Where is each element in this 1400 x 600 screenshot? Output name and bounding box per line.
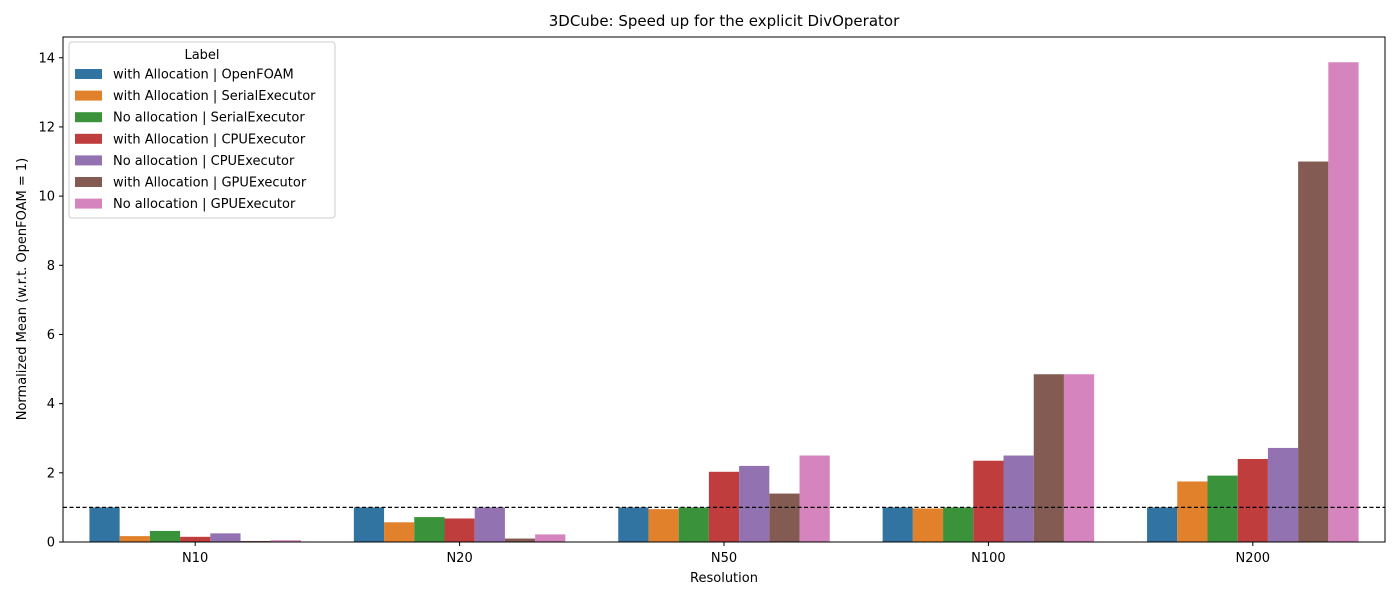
bars-layer <box>89 62 1359 542</box>
bar-N20-series-6 <box>535 534 566 542</box>
bar-N200-series-0 <box>1147 507 1178 542</box>
bar-N10-series-5 <box>240 540 271 542</box>
bar-N200-series-1 <box>1177 481 1208 542</box>
x-tick-label: N50 <box>711 551 737 566</box>
bar-N20-series-3 <box>444 518 475 542</box>
legend-swatch <box>75 69 102 79</box>
y-tick-label: 8 <box>47 259 55 274</box>
bar-N10-series-2 <box>149 530 181 542</box>
bar-N10-series-6 <box>270 540 301 542</box>
bar-N20-series-0 <box>353 507 385 542</box>
bar-N20-series-4 <box>474 507 505 542</box>
bar-N20-series-5 <box>504 538 536 542</box>
legend-title: Label <box>184 48 219 63</box>
bar-N100-series-2 <box>943 507 974 542</box>
legend-entry: No allocation | GPUExecutor <box>113 197 296 212</box>
bar-N20-series-1 <box>384 522 415 542</box>
bar-N50-series-1 <box>648 509 679 542</box>
bar-N200-series-5 <box>1298 161 1329 542</box>
x-tick-label: N100 <box>971 551 1006 566</box>
bar-N200-series-6 <box>1328 62 1359 542</box>
y-tick-label: 12 <box>38 120 55 135</box>
bar-N100-series-6 <box>1063 374 1095 542</box>
y-tick-label: 0 <box>47 536 55 551</box>
bar-N100-series-4 <box>1003 455 1034 542</box>
x-tick-label: N20 <box>446 551 472 566</box>
legend: Label with Allocation | OpenFOAM with Allo… <box>68 41 336 219</box>
legend-swatch <box>75 133 102 144</box>
legend-entry: with Allocation | OpenFOAM <box>113 68 294 83</box>
chart-title: 3DCube: Speed up for the explicit DivOpe… <box>549 12 900 30</box>
bar-N10-series-3 <box>180 536 211 542</box>
legend-box <box>68 41 336 219</box>
axes-layer: 0 2 4 6 8 10 12 14 N10 N20 N50 N100 N200 <box>38 36 1386 566</box>
bar-N50-series-6 <box>799 455 830 542</box>
legend-entry: No allocation | SerialExecutor <box>113 111 305 126</box>
bar-N10-series-0 <box>89 507 120 542</box>
bar-N200-series-2 <box>1207 475 1238 542</box>
bar-N10-series-4 <box>210 533 241 542</box>
x-axis-label: Resolution <box>690 571 758 586</box>
bar-N100-series-5 <box>1033 374 1064 542</box>
y-tick-label: 10 <box>38 190 55 205</box>
bar-N50-series-4 <box>739 465 770 542</box>
x-tick-label: N10 <box>182 551 208 566</box>
legend-swatch <box>75 155 102 166</box>
legend-entry: with Allocation | GPUExecutor <box>113 176 307 191</box>
bar-N50-series-2 <box>678 507 709 542</box>
y-tick-label: 6 <box>47 328 55 343</box>
legend-swatch <box>75 90 102 101</box>
x-tick-label: N200 <box>1236 551 1271 566</box>
y-tick-label: 4 <box>47 397 55 412</box>
legend-swatch <box>75 177 102 187</box>
bar-N20-series-2 <box>414 517 445 542</box>
bar-N50-series-0 <box>618 507 649 542</box>
bar-N50-series-5 <box>769 493 800 542</box>
legend-entry: with Allocation | SerialExecutor <box>113 89 316 104</box>
legend-entry: with Allocation | CPUExecutor <box>113 132 306 147</box>
bar-N200-series-3 <box>1237 458 1268 542</box>
bar-N200-series-4 <box>1267 447 1299 542</box>
y-axis-label: Normalized Mean (w.r.t. OpenFOAM = 1) <box>15 158 30 421</box>
legend-swatch <box>75 198 102 209</box>
bar-N100-series-1 <box>912 508 944 542</box>
bar-N100-series-3 <box>973 460 1004 542</box>
bar-N100-series-0 <box>882 507 913 542</box>
legend-swatch <box>75 112 102 123</box>
bar-N10-series-1 <box>119 536 150 542</box>
y-tick-label: 2 <box>47 466 55 481</box>
legend-entry: No allocation | CPUExecutor <box>113 154 295 169</box>
y-tick-label: 14 <box>38 51 55 66</box>
